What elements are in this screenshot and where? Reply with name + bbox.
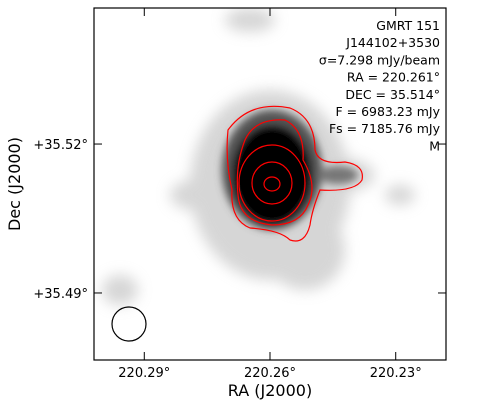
y-axis-label: Dec (J2000) (5, 137, 24, 231)
x-tick-label: 220.23° (370, 366, 422, 381)
annotation: GMRT 151 (376, 18, 440, 33)
annotation: J144102+3530 (345, 35, 440, 50)
x-axis-label: RA (J2000) (228, 381, 312, 400)
y-tick-label: +35.49° (33, 287, 88, 302)
annotation: M (429, 138, 440, 153)
x-tick-label: 220.26° (244, 366, 296, 381)
image (94, 8, 446, 360)
annotation: DEC = 35.514° (345, 87, 440, 102)
y-tick-label: +35.52° (33, 138, 88, 153)
annotation: RA = 220.261° (347, 70, 440, 85)
x-tick-label: 220.29° (118, 366, 170, 381)
annotation: Fs = 7185.76 mJy (329, 121, 441, 136)
annotation: F = 6983.23 mJy (335, 104, 440, 119)
annotation: σ=7.298 mJy/beam (319, 52, 440, 67)
